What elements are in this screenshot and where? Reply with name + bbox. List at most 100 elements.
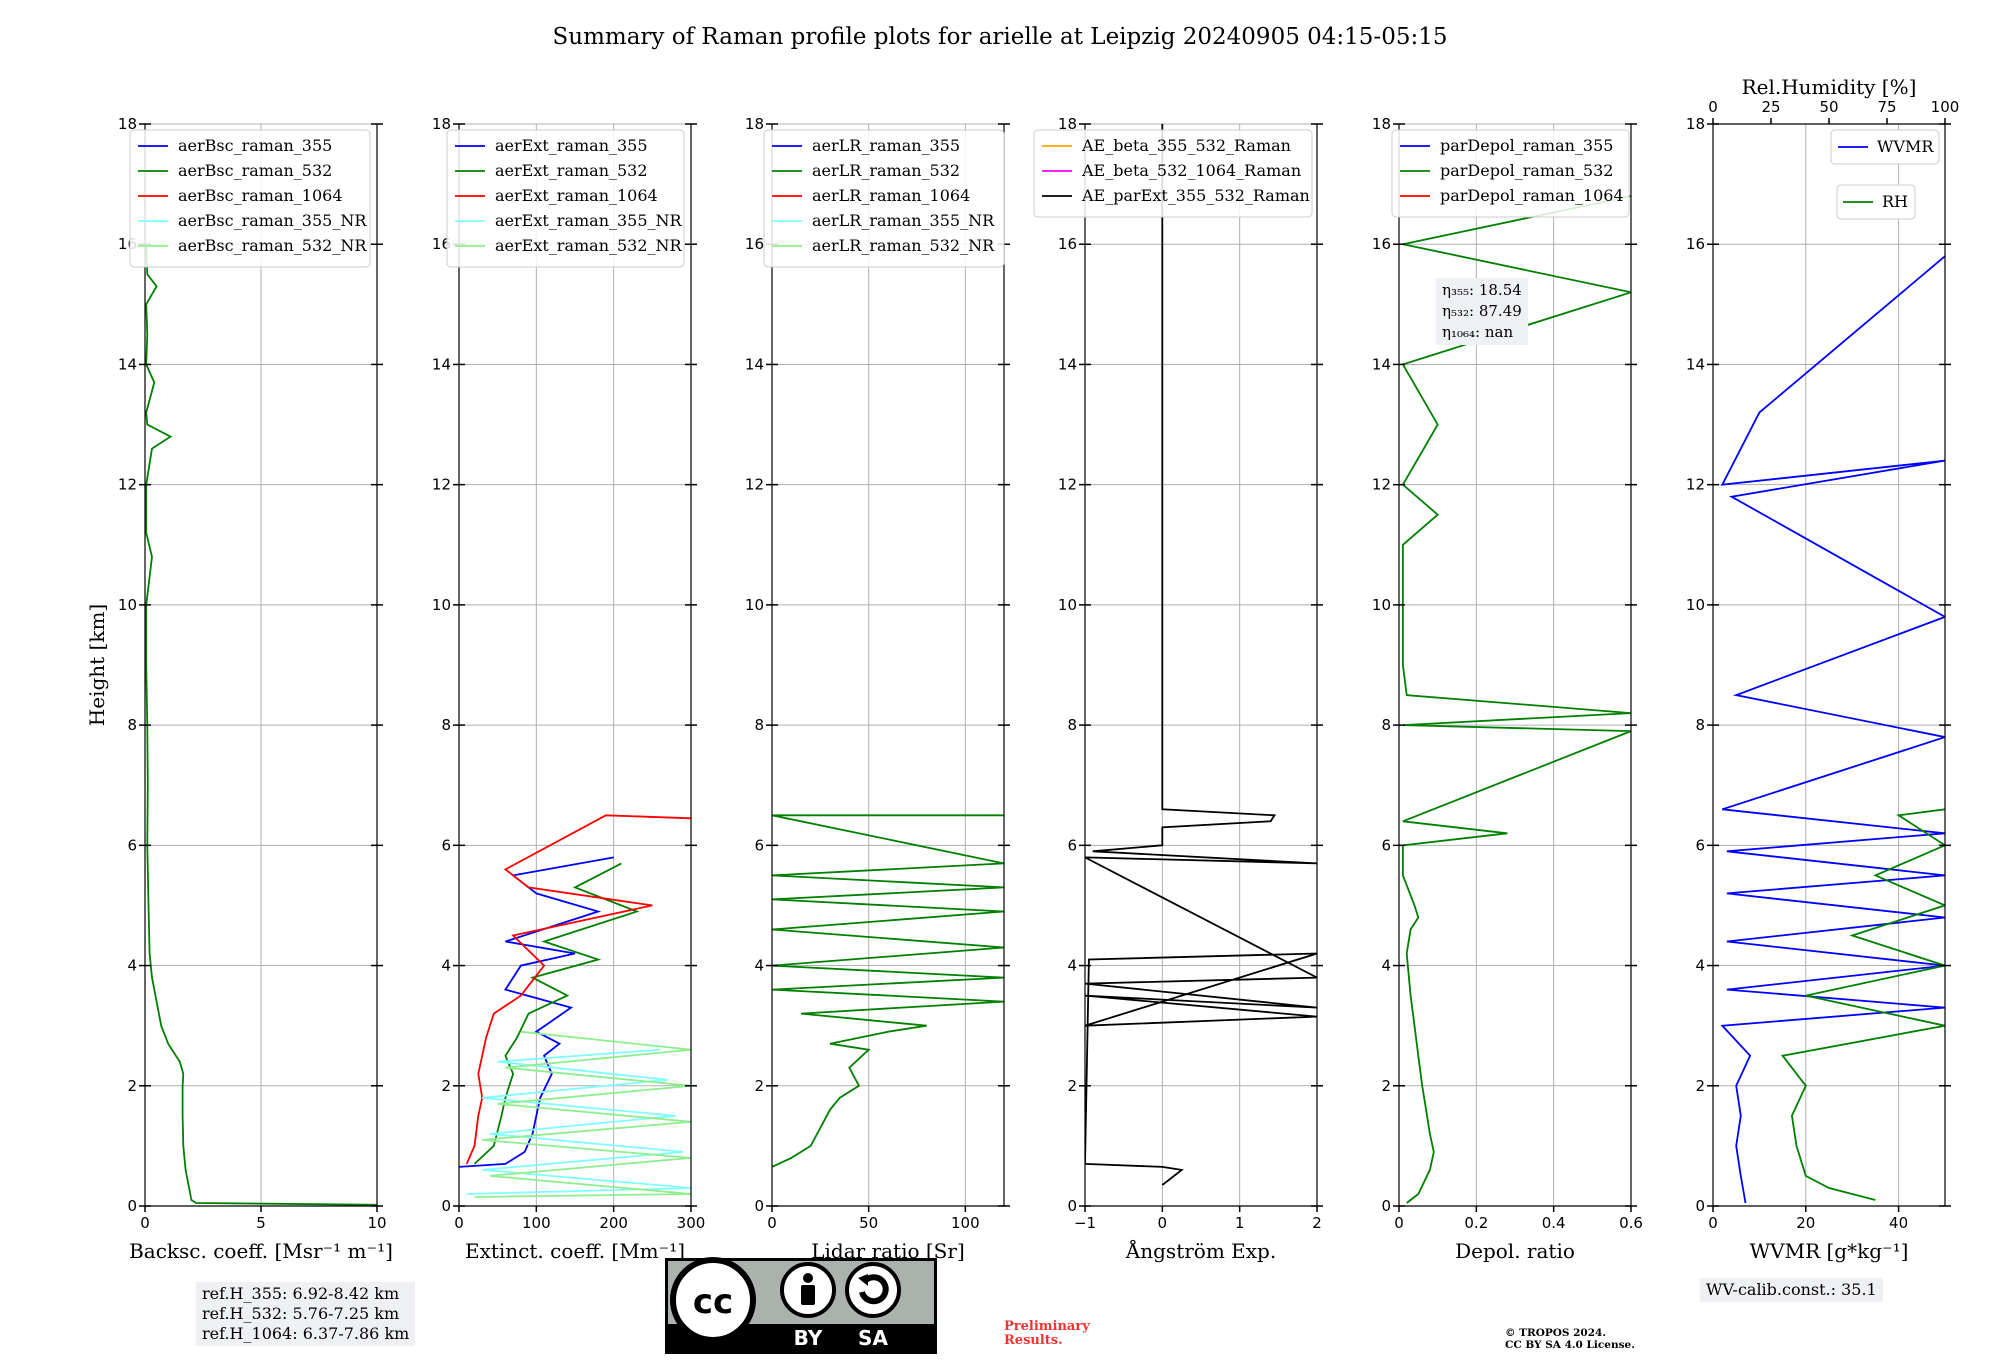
legend-label: aerBsc_raman_355 [178,136,332,155]
legend: AE_beta_355_532_Raman AE_beta_532_1064_Ra… [1033,129,1313,218]
top-x-tick-label: 25 [1761,98,1780,116]
eta-355: η₃₅₅: 18.54 [1442,281,1522,299]
preliminary-line-2: Results. [1004,1333,1063,1348]
y-tick-label: 2 [441,1077,451,1095]
ref-h-532: ref.H_532: 5.76-7.25 km [202,1304,400,1323]
y-tick-label: 14 [1686,355,1705,373]
y-tick-label: 6 [1381,836,1391,854]
x-tick-label: 0 [140,1214,150,1232]
y-tick-label: 2 [1695,1077,1705,1095]
x-axis-label: Ångström Exp. [1125,1238,1276,1263]
y-tick-label: 18 [745,115,764,133]
y-tick-label: 12 [1058,476,1077,494]
y-tick-label: 4 [1695,957,1705,975]
x-tick-label: 0 [454,1214,464,1232]
legend-label: aerLR_raman_532 [812,161,960,180]
y-tick-label: 6 [1695,836,1705,854]
y-tick-label: 0 [127,1197,137,1215]
eta-box: η₃₅₅: 18.54 η₅₃₂: 87.49 η₁₀₆₄: nan [1436,278,1528,345]
legend-box [763,129,1005,268]
copyright-note: © TROPOS 2024. CC BY SA 4.0 License. [1505,1327,1635,1351]
y-tick-label: 12 [1686,476,1705,494]
chart-panel-5: 0 2 4 6 8 10 12 14 16 18 0 0.2 0.4 0.6 Depol. ratio par… [1372,115,1643,1263]
legend-box [1830,129,1940,165]
y-tick-label: 8 [127,716,137,734]
legend: aerLR_raman_355 aerLR_raman_532 aerLR_rama… [763,129,1005,268]
x-tick-label: 0 [1158,1214,1168,1232]
legend-box [1033,129,1313,218]
x-axis-label: Extinct. coeff. [Mm⁻¹] [465,1239,685,1263]
y-tick-label: 10 [1058,596,1077,614]
y-tick-label: 18 [118,115,137,133]
y-tick-label: 2 [1381,1077,1391,1095]
by-label: BY [794,1326,823,1350]
x-tick-label: 200 [599,1214,628,1232]
y-tick-label: 8 [1695,716,1705,734]
wv-calib-const: WV-calib.const.: 35.1 [1706,1280,1877,1299]
y-tick-label: 4 [754,957,764,975]
legend-label: aerLR_raman_1064 [812,186,970,205]
figure-title: Summary of Raman profile plots for ariel… [553,24,1448,50]
series-group [1720,255,1945,1204]
top-x-tick-label: 100 [1931,98,1960,116]
y-tick-label: 10 [1372,596,1391,614]
x-tick-label: 0.6 [1619,1214,1643,1232]
y-tick-label: 6 [1067,836,1077,854]
legend: aerBsc_raman_355 aerBsc_raman_532 aerBsc_r… [129,129,371,268]
x-axis-label: WVMR [g*kg⁻¹] [1750,1239,1909,1263]
series-group [1085,124,1317,1186]
series-group [772,814,1004,1168]
copyright-line-2: CC BY SA 4.0 License. [1505,1339,1635,1351]
y-tick-label: 10 [432,596,451,614]
y-tick-label: 14 [118,355,137,373]
sa-icon [845,1262,901,1318]
y-tick-label: 16 [1372,235,1391,253]
x-tick-label: 1 [1235,1214,1245,1232]
y-tick-label: 12 [118,476,137,494]
legend-label: aerExt_raman_1064 [495,186,658,205]
copyright-line-1: © TROPOS 2024. [1505,1327,1607,1339]
legend-label: RH [1882,192,1908,211]
eta-532: η₅₃₂: 87.49 [1442,302,1522,320]
top-x-tick-label: 50 [1819,98,1838,116]
legend-label: parDepol_raman_1064 [1440,186,1624,205]
y-tick-label: 8 [1067,716,1077,734]
series-line-aerExt_raman_532 [473,862,640,1165]
x-tick-label: 100 [951,1214,980,1232]
x-tick-label: 100 [522,1214,551,1232]
x-tick-label: 300 [677,1214,706,1232]
reference-heights-box: ref.H_355: 6.92-8.42 km ref.H_532: 5.76-… [196,1282,416,1346]
top-x-tick-label: 0 [1708,98,1718,116]
x-tick-label: 40 [1889,1214,1908,1232]
preliminary-line-1: Preliminary [1004,1319,1090,1334]
y-tick-label: 2 [127,1077,137,1095]
y-tick-label: 0 [754,1197,764,1215]
y-tick-label: 8 [754,716,764,734]
y-tick-label: 2 [754,1077,764,1095]
series-line-aerExt_raman_355_NR [466,1048,691,1195]
x-axis-label: Depol. ratio [1455,1239,1575,1263]
y-tick-label: 14 [1372,355,1391,373]
legend-label: aerBsc_raman_355_NR [178,211,367,230]
y-tick-label: 2 [1067,1077,1077,1095]
series-line-aerLR_raman_532 [772,814,1004,1168]
x-tick-label: 50 [859,1214,878,1232]
legend-label: aerExt_raman_355 [495,136,648,155]
legend-box [1391,129,1630,218]
series-group [1401,195,1631,1204]
legend-label: WVMR [1877,137,1934,156]
ref-h-1064: ref.H_1064: 6.37-7.86 km [202,1324,410,1343]
y-tick-label: 0 [1067,1197,1077,1215]
x-tick-label: −1 [1074,1214,1096,1232]
series-line-aerExt_raman_1064 [465,814,691,1165]
top-x-tick-label: 75 [1877,98,1896,116]
legend-label: parDepol_raman_532 [1440,161,1613,180]
y-tick-label: 12 [745,476,764,494]
x-tick-label: 0.4 [1542,1214,1566,1232]
legend-label: aerLR_raman_355 [812,136,960,155]
top-x-axis-label: Rel.Humidity [%] [1742,75,1917,99]
y-tick-label: 12 [432,476,451,494]
y-tick-label: 16 [1686,235,1705,253]
